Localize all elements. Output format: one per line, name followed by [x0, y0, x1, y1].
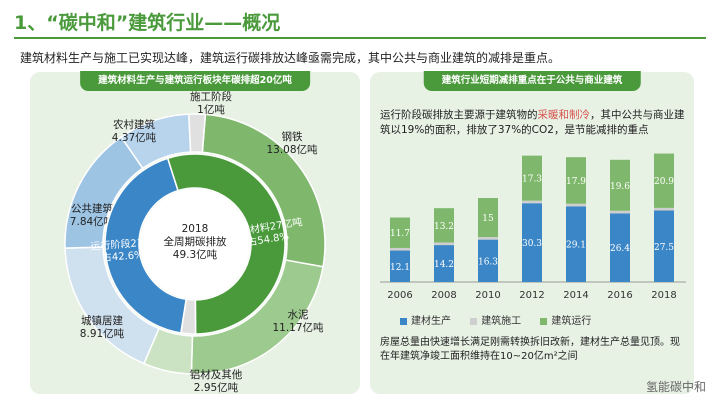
outer-label-value-4: 7.84亿吨 — [70, 215, 115, 228]
bar-1-2 — [478, 237, 498, 240]
bar-value-0-3: 30.3 — [522, 239, 542, 249]
bar-value-2-6: 20.9 — [654, 177, 674, 187]
right-card: 建筑行业短期减排重点在于公共与商业建筑 运行阶段碳排放主要源于建筑物的采暖和制冷… — [370, 71, 694, 394]
outer-label-value-3: 8.91亿吨 — [80, 327, 125, 340]
center-text-2: 49.3亿吨 — [173, 248, 218, 261]
bar-2-4 — [566, 157, 586, 204]
outer-label-value-1: 11.17亿吨 — [272, 321, 324, 334]
outer-label-name-4: 公共建筑 — [71, 202, 113, 215]
inner-label-sub-0: 占42.6% — [101, 248, 144, 264]
inner-slice-2 — [180, 298, 197, 335]
x-tick-6: 2018 — [651, 290, 676, 301]
legend-label-materials: 建材生产 — [411, 316, 451, 327]
bar-1-3 — [522, 200, 542, 204]
bar-0-2 — [478, 239, 498, 282]
bar-1-5 — [610, 210, 630, 214]
outer-label-name-6: 施工阶段 — [190, 90, 232, 103]
outer-label-value-0: 13.08亿吨 — [266, 143, 318, 156]
bar-1-1 — [434, 242, 454, 246]
bar-2-5 — [610, 159, 630, 211]
bar-2-0 — [390, 217, 410, 248]
bar-value-2-0: 11.7 — [390, 229, 410, 239]
outer-label-name-0: 钢铁 — [282, 130, 303, 143]
x-tick-3: 2012 — [519, 290, 544, 301]
donut-center — [140, 189, 250, 299]
outer-label-name-1: 水泥 — [288, 308, 309, 321]
outer-label-name-3: 城镇居建 — [81, 314, 123, 327]
bar-2-6 — [654, 153, 674, 208]
x-tick-1: 2008 — [431, 290, 456, 301]
operation-note: 运行阶段碳排放主要源于建筑物的采暖和制冷，其中公共与商业建筑以19%的面积，排放… — [380, 108, 686, 138]
bar-value-2-3: 17.3 — [522, 175, 542, 185]
bar-value-0-2: 16.3 — [478, 257, 498, 267]
stacked-bar-chart: 12.1 11.7 2006 14.2 13.2 2008 16.3 15 2010 30.3 17… — [380, 153, 686, 301]
bar-value-0-1: 14.2 — [434, 260, 454, 270]
bar-legend: 建材生产 建筑施工 建筑运行 — [400, 312, 607, 327]
bar-value-2-1: 13.2 — [434, 222, 454, 232]
legend-item-materials: 建材生产 — [400, 316, 451, 327]
bar-value-2-5: 19.6 — [610, 182, 630, 192]
bar-0-6 — [654, 210, 674, 282]
outer-label-value-5: 4.37亿吨 — [112, 131, 157, 144]
right-card-heading: 建筑行业短期减排重点在于公共与商业建筑 — [423, 71, 641, 91]
outer-label-name-5: 农村建筑 — [113, 118, 155, 131]
bar-1-0 — [390, 247, 410, 251]
bar-0-3 — [522, 203, 542, 282]
legend-swatch-construction — [470, 317, 478, 325]
page-subtitle: 建筑材料生产与施工已实现达峰，建筑运行碳排放达峰亟需完成，其中公共与商业建筑的减… — [20, 51, 561, 65]
outer-label-name-2: 铝材及其他 — [190, 368, 243, 381]
bar-0-4 — [566, 206, 586, 282]
bar-value-0-5: 26.4 — [610, 244, 630, 254]
left-card-heading: 建筑材料生产与建筑运行板块年碳排超20亿吨 — [80, 71, 310, 91]
outer-slice-6 — [188, 113, 207, 154]
center-text-1: 全周期碳排放 — [164, 235, 227, 248]
bar-2-1 — [434, 208, 454, 243]
inner-slice-0 — [104, 157, 188, 334]
legend-item-construction: 建筑施工 — [470, 316, 521, 327]
bar-0-1 — [434, 245, 454, 282]
bar-2-2 — [478, 198, 498, 238]
watermark: 氢能碳中和 — [645, 380, 706, 394]
bar-value-2-4: 17.9 — [566, 177, 586, 187]
x-tick-0: 2006 — [387, 290, 412, 301]
bar-value-0-4: 29.1 — [566, 241, 586, 251]
note-text-a: 运行阶段碳排放主要源于建筑物的 — [380, 109, 538, 121]
note-highlight: 采暖和制冷 — [537, 109, 591, 121]
legend-swatch-operation — [540, 317, 548, 325]
x-tick-5: 2016 — [607, 290, 632, 301]
inner-slice-1 — [166, 153, 286, 335]
legend-label-construction: 建筑施工 — [481, 316, 522, 327]
left-card: 建筑材料生产与建筑运行板块年碳排超20亿吨 钢铁 13.08亿吨水泥 11.17亿吨… — [30, 71, 360, 394]
legend-label-operation: 建筑运行 — [551, 316, 592, 327]
bar-2-3 — [522, 155, 542, 201]
title-rule — [14, 37, 706, 39]
bar-1-4 — [566, 203, 586, 207]
bar-1-6 — [654, 207, 674, 211]
note-text-b: ，其中公共与商业建筑以19%的面积，排放了37%的CO2，是节能减排的重点 — [380, 109, 685, 136]
bar-0-0 — [390, 250, 410, 282]
legend-swatch-materials — [400, 317, 407, 325]
outer-label-value-2: 2.95亿吨 — [194, 381, 239, 394]
bar-value-0-6: 27.5 — [654, 243, 674, 253]
x-tick-2: 2010 — [475, 290, 500, 301]
bar-value-0-0: 12.1 — [390, 263, 410, 273]
legend-item-operation: 建筑运行 — [540, 316, 591, 327]
outer-label-value-6: 1亿吨 — [197, 103, 225, 116]
x-tick-4: 2014 — [563, 290, 588, 301]
bar-0-5 — [610, 213, 630, 282]
page-title: 1、“碳中和”建筑行业——概况 — [14, 12, 281, 34]
bar-value-2-2: 15 — [482, 214, 494, 224]
center-text-0: 2018 — [182, 223, 209, 235]
bottom-note: 房屋总量由快速增长满足刚需转换拆旧改新，建材生产总量见顶。现在年建筑净竣工面积维… — [380, 337, 680, 362]
